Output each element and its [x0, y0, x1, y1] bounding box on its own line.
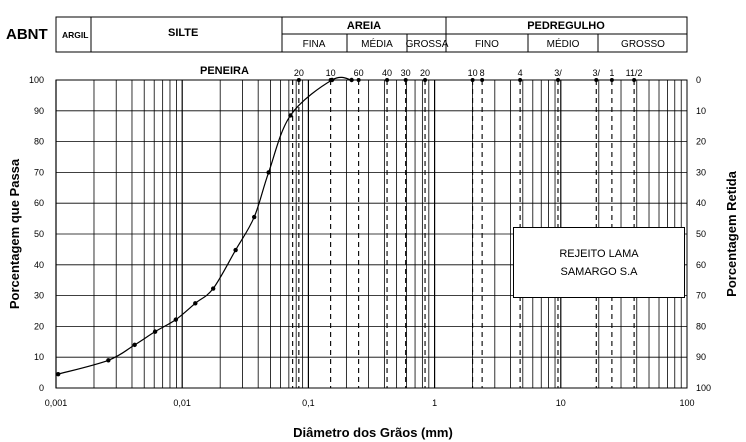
pedregulho-medio-label: MÉDIO [547, 37, 580, 50]
standard-label: ABNT [6, 26, 48, 43]
y-tick-label-right: 80 [696, 321, 706, 331]
data-point [193, 301, 198, 306]
areia-label: AREIA [347, 20, 381, 32]
sieve-label: 60 [354, 68, 364, 78]
x-axis-title: Diâmetro dos Grãos (mm) [293, 425, 453, 440]
y-tick-label-left: 50 [34, 229, 44, 239]
legend-box: REJEITO LAMA SAMARGO S.A [513, 227, 685, 298]
data-point [152, 329, 158, 334]
y-tick-label-right: 40 [696, 198, 706, 208]
y-tick-label-right: 60 [696, 260, 706, 270]
silte-label: SILTE [168, 27, 198, 39]
sieve-label: 4 [518, 68, 523, 78]
sieve-label: 10 [468, 68, 478, 78]
sieve-marker [385, 78, 390, 82]
grid-layer [55, 80, 687, 388]
x-tick-label: 0,1 [302, 398, 315, 408]
areia-fina-label: FINA [303, 39, 326, 50]
data-point [252, 214, 257, 220]
y-tick-label-right: 20 [696, 137, 706, 147]
pedregulho-label: PEDREGULHO [527, 20, 605, 32]
sieve-marker [470, 78, 475, 82]
data-point [266, 170, 271, 175]
sieve-title: PENEIRA [200, 65, 249, 77]
argila-label: ARGIL [62, 30, 88, 40]
y-tick-label-right: 30 [696, 167, 706, 177]
y-tick-label-right: 90 [696, 352, 706, 362]
areia-grossa-label: GROSSA [406, 39, 449, 50]
sieve-label: 20 [420, 68, 430, 78]
y-tick-label-right: 100 [696, 383, 711, 393]
sieve-marker [594, 78, 599, 82]
series-line [57, 76, 352, 375]
y-tick-label-left: 40 [34, 260, 44, 270]
legend-line-1: REJEITO LAMA [559, 247, 639, 260]
data-point [349, 77, 354, 83]
sieve-marker [296, 78, 301, 82]
sieve-label: 1 [609, 68, 614, 78]
plot-border [55, 79, 688, 389]
data-point [288, 113, 293, 118]
sieve-label: 3/ [593, 68, 601, 78]
y-tick-label-left: 60 [34, 198, 44, 208]
sieve-label: 3/ [554, 68, 562, 78]
y-tick-label-right: 70 [696, 291, 706, 301]
y-tick-label-right: 0 [696, 75, 701, 85]
sieve-marker [555, 78, 560, 82]
sieve-label: 20 [294, 68, 304, 78]
y-axis-title-right: Porcentagem Retida [724, 170, 739, 296]
pedregulho-fino-label: FINO [475, 39, 499, 50]
y-tick-label-left: 10 [34, 352, 44, 362]
data-point [210, 286, 216, 291]
sieve-marker [480, 78, 485, 82]
y-tick-label-right: 10 [696, 106, 706, 116]
sieve-label: 8 [480, 68, 485, 78]
x-tick-label: 0,01 [173, 398, 191, 408]
legend-line-2: SAMARGO S.A [560, 265, 638, 278]
classification-header: ABNT ARGIL SILTE AREIA FINA MÉDIA GROSSA… [6, 16, 688, 53]
y-tick-label-left: 80 [34, 137, 44, 147]
data-point [233, 247, 238, 253]
data-point [55, 371, 61, 377]
x-tick-label: 100 [679, 398, 694, 408]
sieve-marker [423, 78, 428, 82]
sieve-label: 40 [382, 68, 392, 78]
plot-frame [55, 79, 688, 389]
sieve-label: 11/2 [626, 68, 643, 78]
x-tick-label: 10 [556, 398, 566, 408]
y-tick-label-left: 100 [29, 75, 44, 85]
sieve-labels: 20 10 60 40 30 20 10 8 4 3/3/1 11/2 [294, 68, 643, 82]
series-layer [55, 76, 354, 377]
data-point [106, 358, 111, 363]
sieve-marker [403, 78, 408, 82]
sieve-marker [356, 78, 361, 82]
x-tick-label: 0,001 [45, 398, 68, 408]
data-point [173, 317, 179, 322]
pedregulho-grosso-label: GROSSO [621, 39, 665, 50]
y-tick-label-left: 20 [34, 321, 44, 331]
axis-layer: 0,001 0,01 0,1 1 10 1000102030405060708090100… [29, 75, 711, 408]
y-tick-label-left: 30 [34, 291, 44, 301]
sieve-label: 30 [401, 68, 411, 78]
data-point [132, 342, 137, 348]
y-tick-label-left: 0 [39, 383, 44, 393]
y-axis-title-left: Porcentagem que Passa [7, 158, 22, 309]
y-tick-label-left: 70 [34, 167, 44, 177]
sieve-marker [609, 78, 614, 82]
sieve-marker [632, 78, 637, 82]
y-tick-label-right: 50 [696, 229, 706, 239]
x-tick-label: 1 [432, 398, 437, 408]
areia-media-label: MÉDIA [361, 37, 393, 50]
y-tick-label-left: 90 [34, 106, 44, 116]
sieve-marker [518, 78, 523, 82]
sieve-marker [328, 78, 333, 82]
sieve-label: 10 [326, 68, 336, 78]
